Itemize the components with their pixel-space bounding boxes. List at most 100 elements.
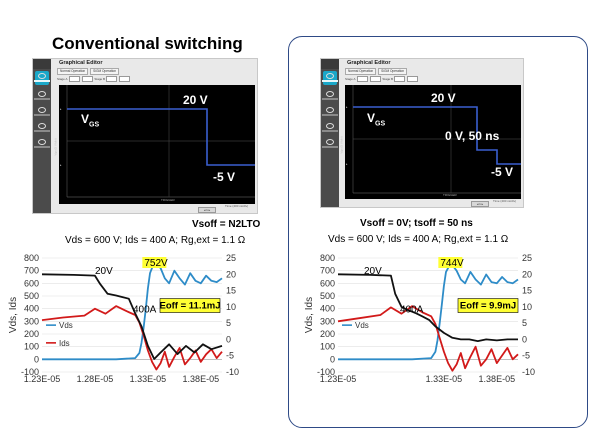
waveform-nav-icon[interactable] bbox=[322, 71, 338, 85]
comparison-panel-frame bbox=[288, 36, 588, 428]
stage-b-input[interactable] bbox=[394, 76, 406, 82]
y-tick-label: 100 bbox=[320, 342, 335, 352]
advanced-nav-icon[interactable] bbox=[322, 105, 338, 119]
stage-a-input[interactable] bbox=[356, 76, 368, 82]
tab-normal-operation[interactable]: Normal Operation bbox=[57, 68, 89, 75]
label-0v-50ns: 0 V, 50 ns bbox=[445, 129, 500, 143]
trigger-label: TRIGGER bbox=[443, 193, 457, 197]
advanced-nav-icon[interactable] bbox=[34, 105, 50, 119]
tab-normal-operation[interactable]: Normal Operation bbox=[345, 68, 377, 75]
y-tick-label: 700 bbox=[24, 266, 39, 276]
page-control[interactable]: ◂ 1 ▸ bbox=[198, 207, 216, 213]
stage-a-label: Stage A bbox=[345, 76, 356, 81]
y-tick-label: 800 bbox=[24, 253, 39, 263]
vgs-trace bbox=[67, 108, 255, 166]
label-20v: 20 V bbox=[183, 93, 208, 107]
y-tick-label: 0 bbox=[34, 354, 39, 364]
tab-sigm-operation[interactable]: SiGM Operation bbox=[378, 68, 408, 75]
y2-tick-label: 0 bbox=[522, 334, 527, 344]
y-tick-label: 300 bbox=[24, 316, 39, 326]
y2-tick-label: -5 bbox=[226, 351, 234, 361]
label-20v: 20 V bbox=[431, 91, 456, 105]
stage-a-unit[interactable] bbox=[81, 76, 93, 82]
label-vgs-sub: GS bbox=[89, 121, 100, 129]
tab-sigm-operation[interactable]: SiGM Operation bbox=[90, 68, 120, 75]
settings-nav-icon[interactable] bbox=[34, 121, 50, 135]
scope-display-right: ▸ ▸ Vgs (5 V/div) 20 V VGS 0 V, 50 ns -5… bbox=[340, 85, 521, 199]
switching-chart-left: 800 700 600 500 400 300 200 100 0 -100 25 20 15 10 5 0 -… bbox=[8, 253, 239, 384]
switching-chart-right: 800 700 600 500 400 300 200 100 0 -100 25 20 15 10 5 0 -… bbox=[304, 253, 535, 384]
annotation-vgs-high: 20V bbox=[95, 266, 113, 277]
peak-highlight bbox=[438, 257, 463, 268]
editor-title-right: Graphical Editor bbox=[347, 60, 391, 66]
series-line-vgs bbox=[337, 273, 518, 342]
x-tick-label: 1.33E-05 bbox=[426, 374, 463, 384]
stage-controls: Stage A Stage B bbox=[57, 76, 217, 82]
vgs-trace bbox=[353, 106, 521, 165]
page-control[interactable]: ◂ 1 ▸ bbox=[471, 201, 489, 207]
label-vgs-main: V bbox=[367, 111, 376, 125]
annotation-energy: Eoff = 9.9mJ bbox=[460, 301, 516, 312]
y2-tick-label: 20 bbox=[522, 269, 532, 279]
trigger-label: TRIGGER bbox=[161, 198, 175, 202]
y-axis-label: Vds, Ids bbox=[8, 297, 19, 333]
y-tick-label: 700 bbox=[320, 266, 335, 276]
stage-b-label: Stage B bbox=[94, 76, 106, 81]
legend-label-ids: Ids bbox=[59, 339, 70, 348]
stage-a-label: Stage A bbox=[57, 76, 68, 81]
series-line-vds bbox=[42, 263, 223, 361]
x-tick-label: 1.28E-05 bbox=[77, 374, 114, 384]
x-tick-label: 1.38E-05 bbox=[183, 374, 220, 384]
y2-tick-label: 0 bbox=[226, 334, 231, 344]
device-control-nav-icon[interactable] bbox=[34, 89, 50, 103]
y-axis-label: Vds, Ids bbox=[304, 297, 315, 333]
settings-nav-icon[interactable] bbox=[322, 121, 338, 135]
stage-b-label: Stage B bbox=[382, 76, 394, 81]
scope-y-label: Vgs (5 V/div) bbox=[53, 138, 58, 156]
y-tick-label: -100 bbox=[317, 367, 335, 377]
y-tick-label: 500 bbox=[24, 291, 39, 301]
app-logo-icon bbox=[321, 59, 339, 69]
stage-b-input[interactable] bbox=[106, 76, 118, 82]
x-tick-label: 1.38E-05 bbox=[479, 374, 516, 384]
energy-box bbox=[457, 298, 519, 313]
y2-tick-label: 15 bbox=[522, 286, 532, 296]
y-tick-label: 800 bbox=[320, 253, 335, 263]
y2-tick-label: 20 bbox=[226, 269, 236, 279]
y2-tick-label: 5 bbox=[226, 318, 231, 328]
x-tick-label: 1.23E-05 bbox=[320, 374, 357, 384]
stage-b-unit[interactable] bbox=[119, 76, 131, 82]
stage-a-input[interactable] bbox=[68, 76, 80, 82]
y-tick-label: -100 bbox=[21, 367, 39, 377]
label-minus5v: -5 V bbox=[213, 170, 236, 184]
energy-box bbox=[159, 298, 221, 313]
peak-highlight bbox=[142, 257, 167, 268]
label-vgs-sub: GS bbox=[375, 120, 386, 128]
label-vgs: VGS bbox=[367, 111, 385, 127]
help-nav-icon[interactable] bbox=[34, 137, 50, 151]
help-nav-icon[interactable] bbox=[322, 137, 338, 151]
vgs-waveform-svg bbox=[66, 85, 255, 198]
annotation-vgs-high: 20V bbox=[364, 266, 382, 277]
x-tick-label: 1.23E-05 bbox=[24, 374, 61, 384]
waveform-nav-icon[interactable] bbox=[34, 71, 50, 85]
y-tick-label: 400 bbox=[320, 304, 335, 314]
y-tick-label: 0 bbox=[330, 354, 335, 364]
scope-marker-low: ▸ bbox=[346, 162, 348, 166]
stage-a-unit[interactable] bbox=[369, 76, 381, 82]
x-tick-label: 1.33E-05 bbox=[130, 374, 167, 384]
scope-display: ▸ ▸ Vgs (5 V/div) 20 V VGS -5 V TRIGGER bbox=[54, 85, 255, 204]
annotation-ids: 400A bbox=[400, 304, 424, 315]
annotation-peak: 744V bbox=[440, 258, 464, 269]
left-desc-line2: Vds = 600 V; Ids = 400 A; Rg,ext = 1.1 Ω bbox=[65, 235, 246, 246]
y-tick-label: 200 bbox=[24, 329, 39, 339]
stage-b-unit[interactable] bbox=[407, 76, 419, 82]
label-vgs-main: V bbox=[81, 112, 90, 126]
annotation-peak: 752V bbox=[144, 258, 168, 269]
legend-label-vds: Vds bbox=[59, 321, 73, 330]
graphical-editor-left: Graphical Editor Normal Operation SiGM Op… bbox=[32, 58, 258, 214]
editor-tabs-right: Normal Operation SiGM Operation bbox=[345, 68, 409, 75]
scope-y-label: Vgs (5 V/div) bbox=[339, 136, 344, 154]
device-control-nav-icon[interactable] bbox=[322, 89, 338, 103]
stage-controls-right: Stage A Stage B bbox=[345, 76, 505, 82]
